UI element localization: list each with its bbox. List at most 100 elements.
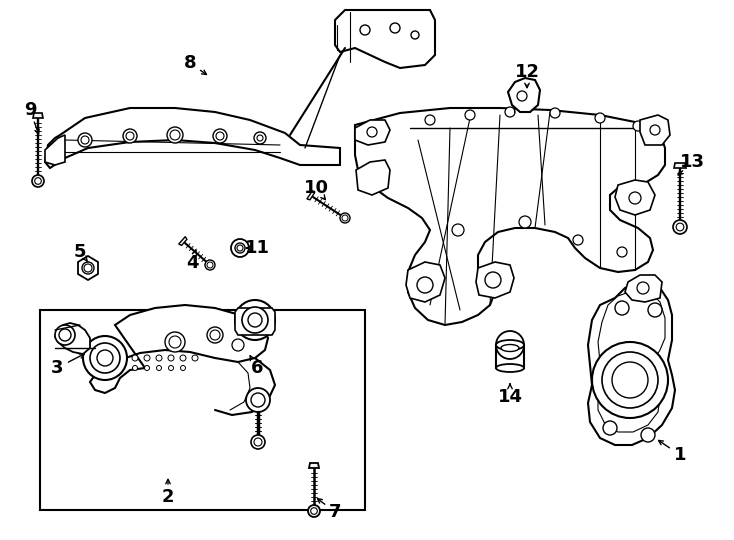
Polygon shape <box>625 275 662 302</box>
Circle shape <box>517 91 527 101</box>
Text: 14: 14 <box>498 388 523 406</box>
Circle shape <box>629 192 641 204</box>
Circle shape <box>310 508 317 514</box>
Circle shape <box>340 213 350 223</box>
Text: 10: 10 <box>303 179 329 197</box>
Circle shape <box>612 362 648 398</box>
Circle shape <box>97 350 113 366</box>
Circle shape <box>254 132 266 144</box>
Circle shape <box>235 300 275 340</box>
Circle shape <box>235 243 245 253</box>
Polygon shape <box>508 78 540 112</box>
Circle shape <box>156 355 162 361</box>
Polygon shape <box>235 308 275 335</box>
Circle shape <box>32 175 44 187</box>
Text: 7: 7 <box>329 503 341 521</box>
Ellipse shape <box>501 345 519 352</box>
Polygon shape <box>45 135 65 165</box>
Circle shape <box>90 343 120 373</box>
Circle shape <box>213 129 227 143</box>
Circle shape <box>126 132 134 140</box>
Text: 2: 2 <box>161 488 174 506</box>
Circle shape <box>648 303 662 317</box>
Circle shape <box>180 355 186 361</box>
Polygon shape <box>78 256 98 280</box>
Polygon shape <box>90 305 268 393</box>
Text: 11: 11 <box>244 239 269 257</box>
Text: 13: 13 <box>680 153 705 171</box>
Polygon shape <box>588 282 675 445</box>
Ellipse shape <box>496 364 524 372</box>
Circle shape <box>232 339 244 351</box>
Circle shape <box>650 125 660 135</box>
Polygon shape <box>640 115 670 145</box>
Circle shape <box>81 136 89 144</box>
Circle shape <box>248 313 262 327</box>
Circle shape <box>573 235 583 245</box>
Circle shape <box>505 107 515 117</box>
Polygon shape <box>309 463 319 468</box>
Circle shape <box>251 393 265 407</box>
Circle shape <box>615 301 629 315</box>
Circle shape <box>84 264 92 272</box>
Circle shape <box>673 220 687 234</box>
Circle shape <box>210 330 220 340</box>
Text: 5: 5 <box>73 243 87 261</box>
Circle shape <box>145 366 150 370</box>
Polygon shape <box>674 163 686 168</box>
Circle shape <box>308 505 320 517</box>
Circle shape <box>519 216 531 228</box>
Circle shape <box>169 336 181 348</box>
Circle shape <box>169 366 173 370</box>
Circle shape <box>485 272 501 288</box>
Circle shape <box>411 31 419 39</box>
Polygon shape <box>496 345 524 368</box>
Circle shape <box>207 262 213 268</box>
Circle shape <box>257 135 263 141</box>
Circle shape <box>251 435 265 449</box>
Circle shape <box>367 127 377 137</box>
Ellipse shape <box>496 340 524 350</box>
Circle shape <box>637 282 649 294</box>
Circle shape <box>78 133 92 147</box>
Circle shape <box>170 130 180 140</box>
Circle shape <box>452 224 464 236</box>
Polygon shape <box>615 180 655 215</box>
Circle shape <box>360 25 370 35</box>
Text: 4: 4 <box>186 254 198 272</box>
Circle shape <box>82 262 94 274</box>
Circle shape <box>144 355 150 361</box>
Circle shape <box>132 355 138 361</box>
Circle shape <box>246 388 270 412</box>
Circle shape <box>59 329 71 341</box>
Circle shape <box>133 366 137 370</box>
Circle shape <box>617 247 627 257</box>
Polygon shape <box>598 290 665 432</box>
Text: 6: 6 <box>251 359 264 377</box>
Text: 8: 8 <box>184 54 196 72</box>
Polygon shape <box>55 323 90 354</box>
Polygon shape <box>307 191 314 200</box>
Circle shape <box>592 342 668 418</box>
Circle shape <box>417 277 433 293</box>
Circle shape <box>181 366 186 370</box>
Circle shape <box>641 428 655 442</box>
Text: 9: 9 <box>23 101 36 119</box>
Circle shape <box>425 115 435 125</box>
Circle shape <box>207 327 223 343</box>
Circle shape <box>676 223 684 231</box>
Text: 3: 3 <box>51 359 63 377</box>
Polygon shape <box>355 120 390 145</box>
Circle shape <box>192 355 198 361</box>
Circle shape <box>242 307 268 333</box>
Circle shape <box>595 113 605 123</box>
Circle shape <box>156 366 161 370</box>
Circle shape <box>216 132 224 140</box>
Polygon shape <box>355 108 665 325</box>
Circle shape <box>83 336 127 380</box>
Circle shape <box>231 239 249 257</box>
Circle shape <box>254 438 262 446</box>
Circle shape <box>603 421 617 435</box>
Polygon shape <box>178 237 187 245</box>
Circle shape <box>205 260 215 270</box>
